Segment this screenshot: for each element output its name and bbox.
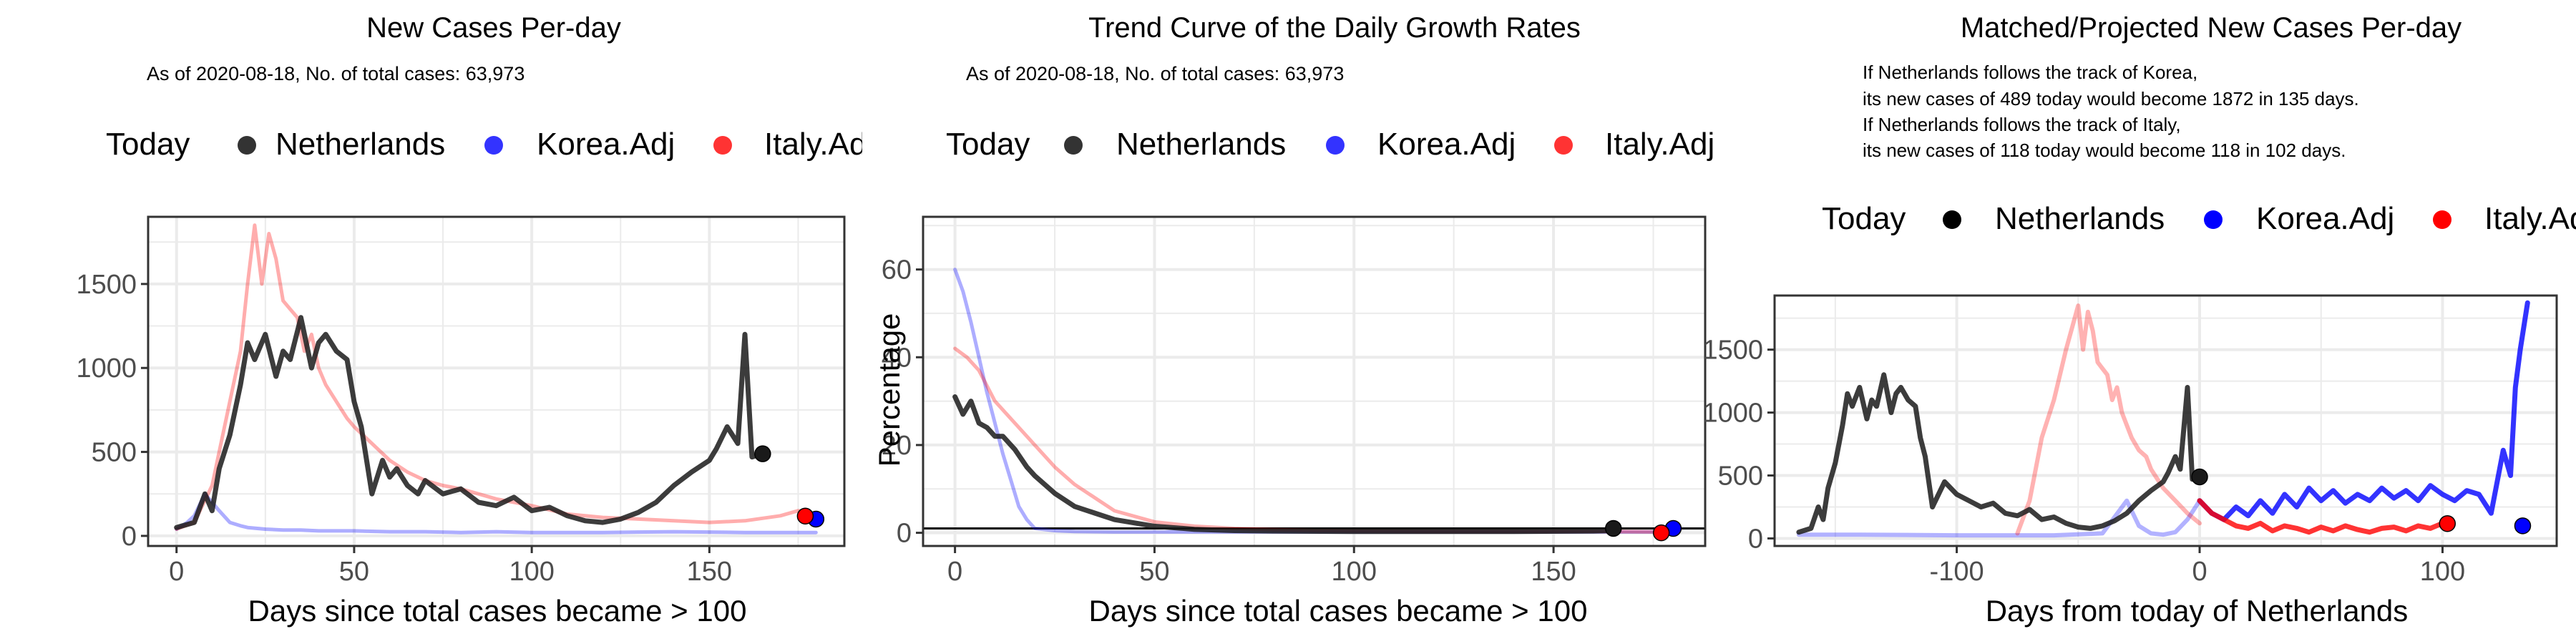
legend-key-italy [713, 136, 732, 155]
legend-label-italy: Italy.Adj [1605, 127, 1714, 162]
today-point-italy [2439, 514, 2457, 532]
chart-title: New Cases Per-day [366, 12, 621, 44]
legend-key-korea [484, 136, 503, 155]
y-tick-label: 1000 [1702, 399, 1763, 429]
legend-key-korea [1326, 136, 1345, 155]
series-line-korea-adj [2197, 300, 2530, 522]
x-tick-label: 100 [509, 557, 554, 587]
annotation-line: its new cases of 118 today would become … [1863, 140, 2346, 161]
y-tick-label: 500 [92, 438, 137, 468]
legend: Today Netherlands Korea.Adj Italy.Adj [946, 114, 1790, 172]
legend-label-today: Today [106, 127, 190, 162]
y-tick-label: 0 [897, 519, 912, 549]
legend-label-korea: Korea.Adj [537, 127, 675, 162]
legend-label-today: Today [946, 127, 1030, 162]
series-line-korea-adj [1796, 498, 2202, 538]
series-line-netherlands [1796, 372, 2202, 535]
panel-projected: Matched/Projected New Cases Per-day If N… [1702, 12, 2576, 628]
x-tick-label: -100 [1930, 557, 1984, 587]
x-tick-label: 0 [169, 557, 184, 587]
series-line-italy-adj [2015, 303, 2202, 536]
series-line-italy-adj [2197, 498, 2450, 535]
plot-area: 0 50 100 150 0 20 40 60 [882, 215, 1707, 587]
y-axis-title: Percentage [872, 313, 906, 467]
x-tick-label: 150 [687, 557, 732, 587]
panel-background [923, 217, 1705, 546]
panel-background [148, 217, 844, 546]
chart-title: Matched/Projected New Cases Per-day [1961, 12, 2462, 44]
y-tick-label: 0 [1748, 524, 1763, 554]
panel-growth-rates: Trend Curve of the Daily Growth Rates As… [872, 12, 1790, 628]
chart-subtitle: As of 2020-08-18, No. of total cases: 63… [147, 63, 525, 84]
today-point-netherlands [754, 445, 771, 462]
legend-label-italy: Italy.Adj [2484, 201, 2576, 236]
x-axis-title: Days from today of Netherlands [1986, 594, 2409, 628]
panel-background [1775, 296, 2557, 546]
panel-border [147, 215, 846, 547]
annotation-line: its new cases of 489 today would become … [1863, 88, 2359, 109]
y-tick-label: 1000 [76, 353, 137, 384]
legend-label-korea: Korea.Adj [2256, 201, 2394, 236]
x-tick-label: 100 [2420, 557, 2465, 587]
legend-key-italy [2433, 210, 2451, 229]
today-point-netherlands [2191, 468, 2208, 486]
y-tick-label: 20 [882, 431, 912, 461]
y-tick-label: 40 [882, 343, 912, 373]
panel-border [1773, 294, 2558, 547]
x-tick-label: 0 [2192, 557, 2207, 587]
annotation-line: If Netherlands follows the track of Ital… [1863, 114, 2181, 135]
series-line-netherlands [952, 394, 1616, 535]
x-axis-title: Days since total cases became > 100 [1089, 594, 1588, 628]
y-tick-label: 1500 [1702, 336, 1763, 366]
legend-key-netherlands [1943, 210, 1961, 229]
series-line-netherlands [174, 315, 766, 530]
legend-label-korea: Korea.Adj [1377, 127, 1516, 162]
x-tick-label: 100 [1332, 557, 1377, 587]
legend-key-netherlands [1064, 136, 1083, 155]
legend: Today Netherlands Korea.Adj Italy.Adj [106, 114, 1041, 172]
y-tick-label: 500 [1718, 462, 1763, 492]
today-point-korea [2514, 517, 2532, 535]
x-axis-title: Days since total cases became > 100 [248, 594, 747, 628]
legend-clip-mask [1719, 114, 1790, 172]
panel-border [922, 215, 1707, 547]
legend-label-netherlands: Netherlands [1116, 127, 1286, 162]
x-tick-label: 0 [947, 557, 962, 587]
chart-title: Trend Curve of the Daily Growth Rates [1088, 12, 1581, 44]
today-point-italy [1652, 524, 1670, 542]
x-tick-label: 50 [339, 557, 369, 587]
legend-label-netherlands: Netherlands [1995, 201, 2165, 236]
legend-label-italy: Italy.Adj [764, 127, 874, 162]
y-tick-label: 1500 [76, 270, 137, 300]
legend-label-today: Today [1822, 201, 1906, 236]
annotation-line: If Netherlands follows the track of Kore… [1863, 62, 2197, 83]
legend-key-korea [2204, 210, 2223, 229]
legend-key-netherlands [238, 136, 256, 155]
y-tick-label: 0 [122, 522, 137, 552]
panel-new-cases: New Cases Per-day As of 2020-08-18, No. … [76, 12, 1041, 628]
y-tick-label: 60 [882, 255, 912, 286]
today-point-netherlands [1604, 519, 1622, 537]
legend-key-italy [1554, 136, 1573, 155]
chart-subtitle: As of 2020-08-18, No. of total cases: 63… [966, 63, 1344, 84]
x-tick-label: 150 [1531, 557, 1576, 587]
legend-label-netherlands: Netherlands [275, 127, 445, 162]
legend: Today Netherlands Korea.Adj Italy.Adj [1822, 201, 2576, 236]
x-tick-label: 50 [1139, 557, 1169, 587]
today-point-italy [796, 507, 814, 525]
legend-clip-mask [862, 114, 1041, 172]
